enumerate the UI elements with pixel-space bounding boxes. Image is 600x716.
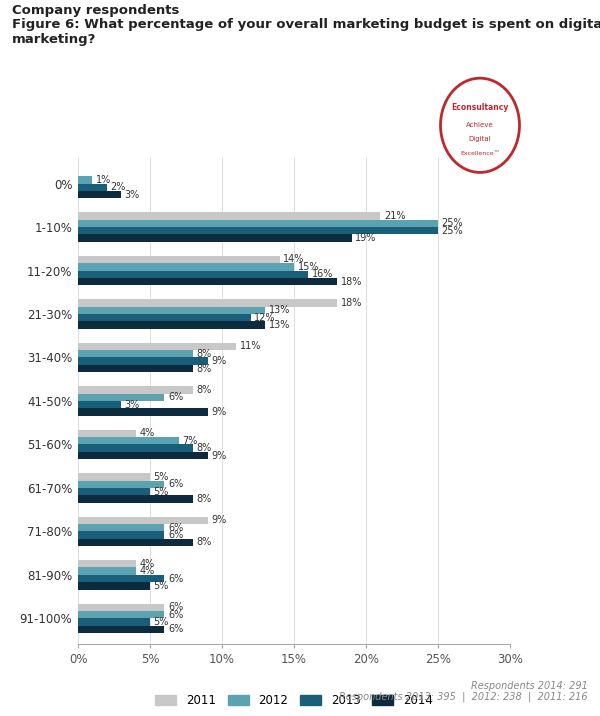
Text: Company respondents: Company respondents bbox=[12, 4, 179, 16]
Text: Excellence™: Excellence™ bbox=[460, 151, 500, 156]
Text: 9%: 9% bbox=[211, 450, 226, 460]
Bar bbox=[78, 575, 164, 582]
Text: 6%: 6% bbox=[168, 602, 183, 612]
Text: 21%: 21% bbox=[384, 211, 406, 221]
Text: 2%: 2% bbox=[110, 183, 126, 193]
Bar bbox=[78, 538, 193, 546]
Text: 8%: 8% bbox=[197, 349, 212, 359]
Bar bbox=[78, 263, 294, 271]
Text: 13%: 13% bbox=[269, 320, 290, 330]
Text: Respondents 2013: 395  |  2012: 238  |  2011: 216: Respondents 2013: 395 | 2012: 238 | 2011… bbox=[340, 691, 588, 702]
Text: 25%: 25% bbox=[442, 218, 463, 228]
Text: 6%: 6% bbox=[168, 530, 183, 540]
Text: Achieve: Achieve bbox=[466, 122, 494, 128]
Text: Digital: Digital bbox=[469, 136, 491, 142]
Bar bbox=[78, 473, 150, 480]
Bar bbox=[78, 212, 380, 220]
Text: 8%: 8% bbox=[197, 385, 212, 395]
Bar bbox=[78, 495, 193, 503]
Text: 5%: 5% bbox=[154, 487, 169, 497]
Bar bbox=[78, 452, 208, 459]
Bar bbox=[78, 299, 337, 306]
Text: 5%: 5% bbox=[154, 617, 169, 627]
Text: 15%: 15% bbox=[298, 262, 319, 272]
Bar bbox=[78, 619, 150, 626]
Text: 8%: 8% bbox=[197, 538, 212, 548]
Bar bbox=[78, 560, 136, 568]
Bar bbox=[78, 234, 352, 242]
Bar bbox=[78, 604, 164, 611]
Bar bbox=[78, 220, 438, 227]
Bar bbox=[78, 582, 150, 590]
Bar bbox=[78, 256, 280, 263]
Text: 14%: 14% bbox=[283, 254, 305, 264]
Text: 7%: 7% bbox=[182, 436, 198, 446]
Text: 6%: 6% bbox=[168, 574, 183, 584]
Text: 4%: 4% bbox=[139, 428, 154, 438]
Bar bbox=[78, 568, 136, 575]
Text: 25%: 25% bbox=[442, 226, 463, 236]
Text: 12%: 12% bbox=[254, 313, 276, 323]
Text: 18%: 18% bbox=[341, 298, 362, 308]
Bar bbox=[78, 524, 164, 531]
Legend: 2011, 2012, 2013, 2014: 2011, 2012, 2013, 2014 bbox=[151, 690, 437, 712]
Bar bbox=[78, 183, 107, 191]
Bar bbox=[78, 430, 136, 437]
Bar bbox=[78, 488, 150, 495]
Bar bbox=[78, 394, 164, 401]
Bar bbox=[78, 271, 308, 278]
Text: 3%: 3% bbox=[125, 190, 140, 200]
Bar bbox=[78, 306, 265, 314]
Bar bbox=[78, 278, 337, 285]
Bar bbox=[78, 517, 208, 524]
Text: 1%: 1% bbox=[96, 175, 111, 185]
Text: Figure 6: What percentage of your overall marketing budget is spent on digital
m: Figure 6: What percentage of your overal… bbox=[12, 18, 600, 46]
Text: 18%: 18% bbox=[341, 276, 362, 286]
Text: 6%: 6% bbox=[168, 392, 183, 402]
Text: 9%: 9% bbox=[211, 356, 226, 366]
Text: 6%: 6% bbox=[168, 479, 183, 489]
Text: 11%: 11% bbox=[240, 342, 262, 352]
Bar bbox=[78, 611, 164, 619]
Text: 13%: 13% bbox=[269, 305, 290, 315]
Bar bbox=[78, 191, 121, 198]
Bar bbox=[78, 321, 265, 329]
Text: 6%: 6% bbox=[168, 609, 183, 619]
Bar bbox=[78, 437, 179, 445]
Bar bbox=[78, 343, 236, 350]
Bar bbox=[78, 176, 92, 183]
Bar bbox=[78, 445, 193, 452]
Bar bbox=[78, 531, 164, 538]
Bar bbox=[78, 401, 121, 408]
Text: 16%: 16% bbox=[312, 269, 334, 279]
Text: 5%: 5% bbox=[154, 472, 169, 482]
Text: 8%: 8% bbox=[197, 364, 212, 374]
Text: 6%: 6% bbox=[168, 523, 183, 533]
Bar bbox=[78, 227, 438, 234]
Text: 4%: 4% bbox=[139, 558, 154, 569]
Text: 9%: 9% bbox=[211, 516, 226, 526]
Text: 8%: 8% bbox=[197, 494, 212, 504]
Bar bbox=[78, 314, 251, 321]
Text: 8%: 8% bbox=[197, 443, 212, 453]
Bar bbox=[78, 386, 193, 394]
Bar bbox=[78, 350, 193, 357]
Text: Econsultancy: Econsultancy bbox=[451, 103, 509, 112]
Text: 19%: 19% bbox=[355, 233, 377, 243]
Text: 9%: 9% bbox=[211, 407, 226, 417]
Text: 3%: 3% bbox=[125, 400, 140, 410]
Bar bbox=[78, 480, 164, 488]
Bar bbox=[78, 365, 193, 372]
Text: 5%: 5% bbox=[154, 581, 169, 591]
Text: Respondents 2014: 291: Respondents 2014: 291 bbox=[471, 681, 588, 691]
Bar bbox=[78, 357, 208, 365]
Bar bbox=[78, 626, 164, 633]
Text: 4%: 4% bbox=[139, 566, 154, 576]
Bar bbox=[78, 408, 208, 416]
Text: 6%: 6% bbox=[168, 624, 183, 634]
